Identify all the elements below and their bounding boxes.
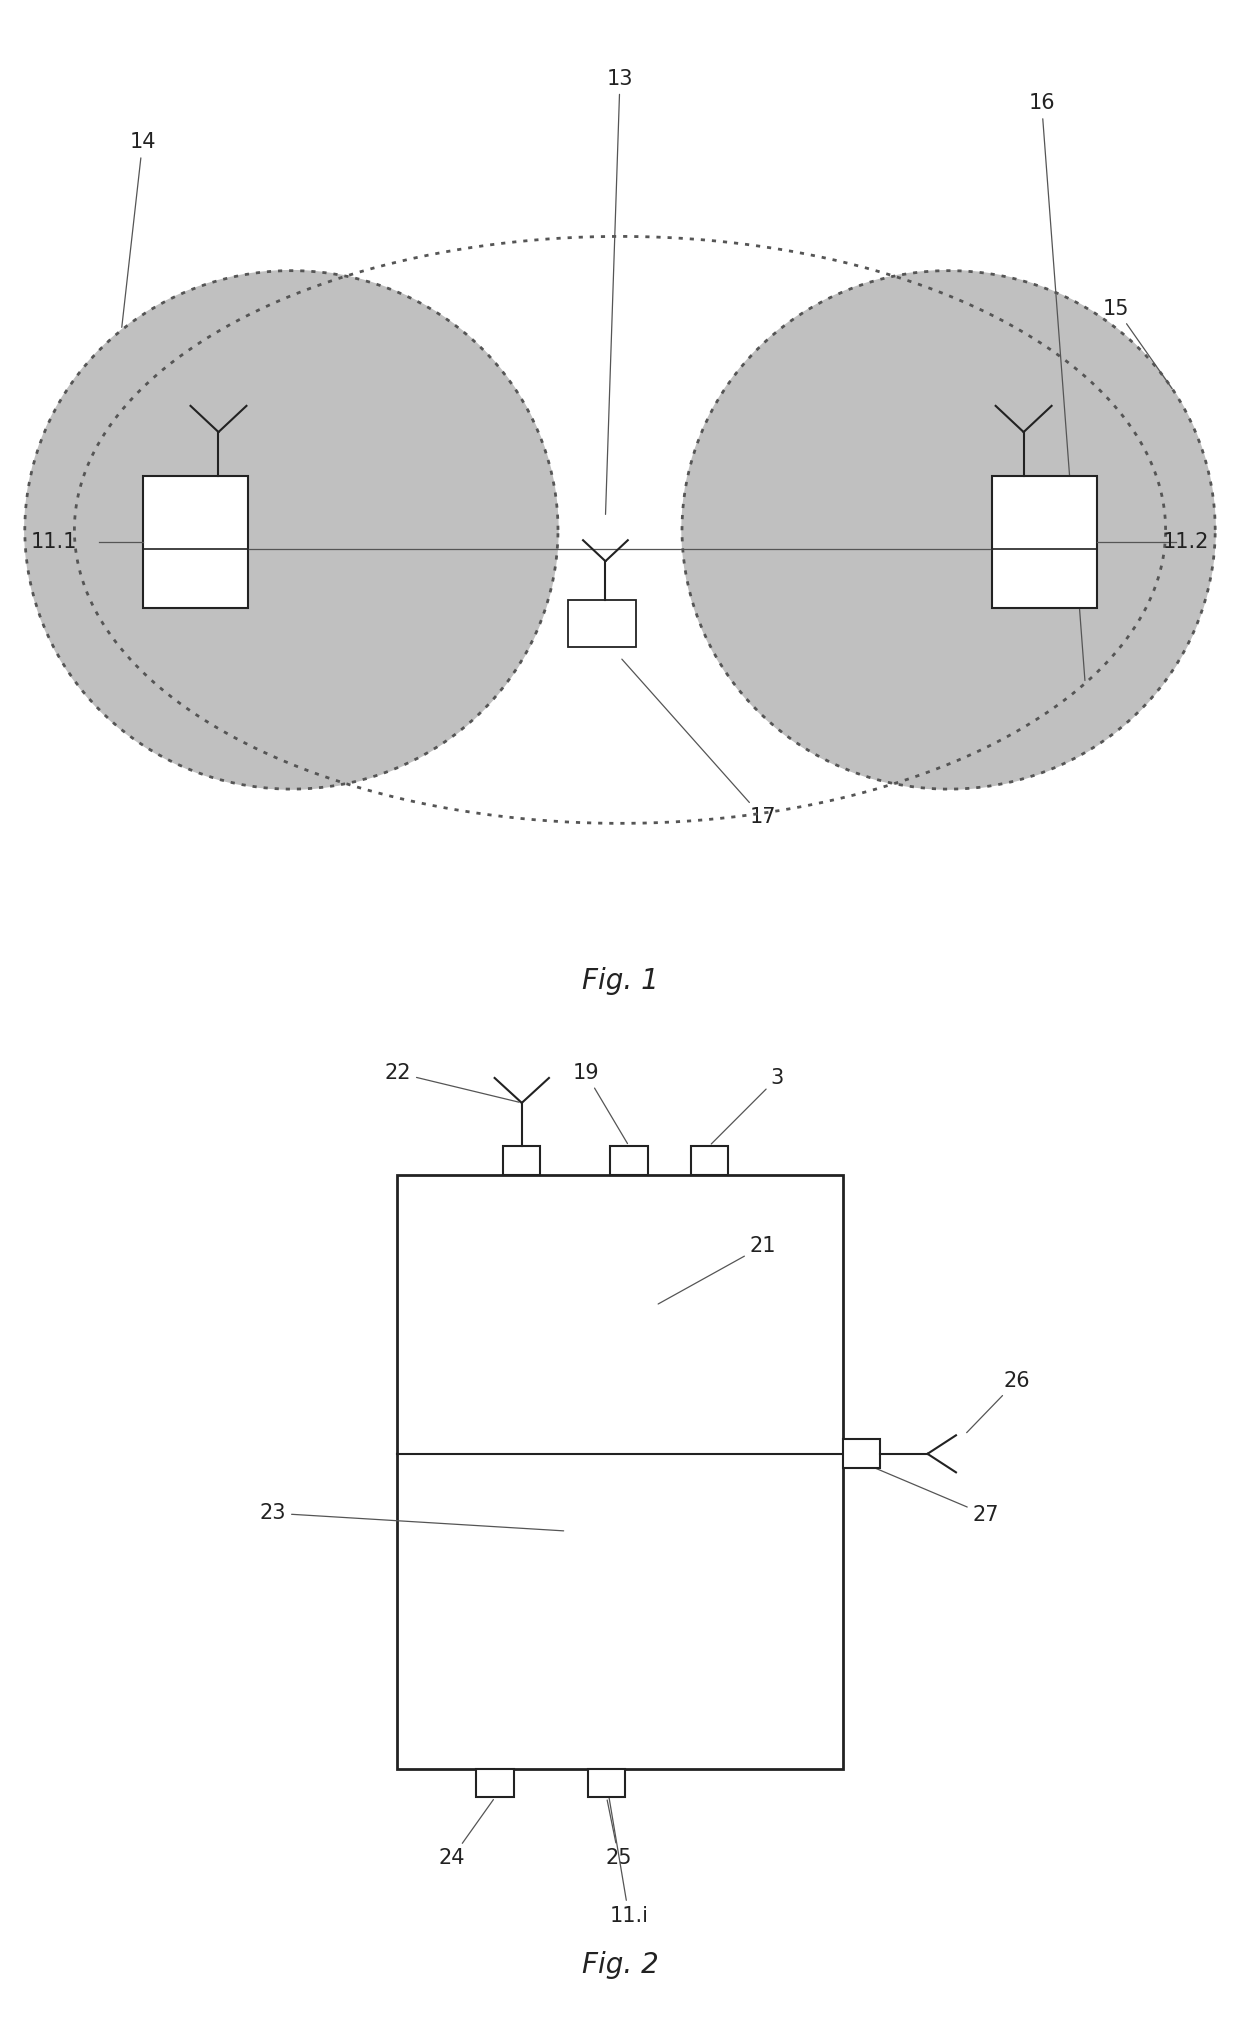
Polygon shape (588, 1769, 625, 1798)
Text: Fig. 2: Fig. 2 (582, 1950, 658, 1979)
Text: 21: 21 (658, 1235, 776, 1304)
Text: 3: 3 (712, 1068, 784, 1143)
Polygon shape (397, 1174, 843, 1769)
Polygon shape (568, 601, 636, 648)
Text: 16: 16 (1028, 94, 1085, 681)
Polygon shape (503, 1145, 541, 1174)
Text: 17: 17 (621, 658, 776, 827)
Polygon shape (143, 477, 248, 607)
Text: 25: 25 (606, 1800, 632, 1869)
Text: 26: 26 (967, 1372, 1030, 1433)
Text: 23: 23 (259, 1504, 564, 1531)
Polygon shape (74, 236, 1166, 823)
Text: 11.1: 11.1 (31, 532, 77, 552)
Text: 27: 27 (864, 1463, 999, 1524)
Text: 19: 19 (572, 1064, 627, 1143)
Polygon shape (691, 1145, 728, 1174)
Text: 24: 24 (439, 1800, 494, 1869)
Polygon shape (476, 1769, 513, 1798)
Text: 15: 15 (1102, 300, 1172, 389)
Text: 14: 14 (122, 132, 156, 328)
Polygon shape (992, 477, 1097, 607)
Text: 11.i: 11.i (608, 1785, 649, 1926)
Text: Fig. 1: Fig. 1 (582, 966, 658, 995)
Polygon shape (682, 271, 1215, 789)
Text: 22: 22 (384, 1064, 520, 1103)
Text: 11.2: 11.2 (1163, 532, 1209, 552)
Polygon shape (610, 1145, 647, 1174)
Text: 13: 13 (605, 69, 634, 514)
Polygon shape (843, 1439, 880, 1467)
Polygon shape (25, 271, 558, 789)
